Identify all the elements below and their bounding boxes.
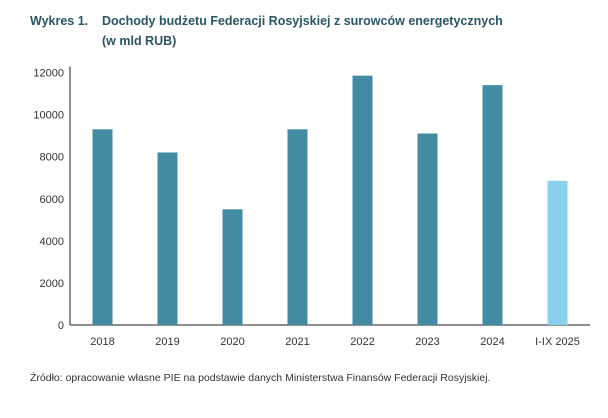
y-tick-label: 2000 [40, 278, 64, 290]
source-note: Źródło: opracowanie własne PIE na podsta… [30, 372, 491, 384]
bar-2020 [222, 209, 243, 325]
figure-label: Wykres 1. [30, 14, 89, 28]
bar-2022 [352, 75, 373, 325]
bar-2021 [287, 129, 308, 325]
chart-title: Wykres 1. Dochody budżetu Federacji Rosyj… [30, 11, 503, 51]
x-tick-label: 2018 [90, 336, 114, 348]
x-tick-label: 2021 [285, 336, 309, 348]
y-tick-label: 12000 [33, 68, 64, 80]
x-tick-label: 2019 [155, 336, 179, 348]
y-tick-label: 6000 [40, 194, 64, 206]
x-tick-label: 2022 [350, 336, 374, 348]
y-tick-label: 4000 [40, 236, 64, 248]
y-tick-label: 10000 [33, 110, 64, 122]
bar-2019 [157, 152, 178, 325]
bar-2023 [417, 133, 438, 325]
x-tick-label: I-IX 2025 [535, 336, 580, 348]
x-tick-label: 2024 [480, 336, 504, 348]
y-tick-label: 8000 [40, 152, 64, 164]
bar-i-ix-2025 [547, 180, 568, 325]
bar-2018 [92, 129, 113, 325]
title-line-1: Dochody budżetu Federacji Rosyjskiej z s… [102, 14, 503, 28]
x-tick-label: 2020 [220, 336, 244, 348]
title-line-2: (w mld RUB) [102, 34, 177, 48]
y-tick-label: 0 [58, 320, 64, 332]
x-tick-label: 2023 [415, 336, 439, 348]
bar-2024 [482, 85, 503, 325]
